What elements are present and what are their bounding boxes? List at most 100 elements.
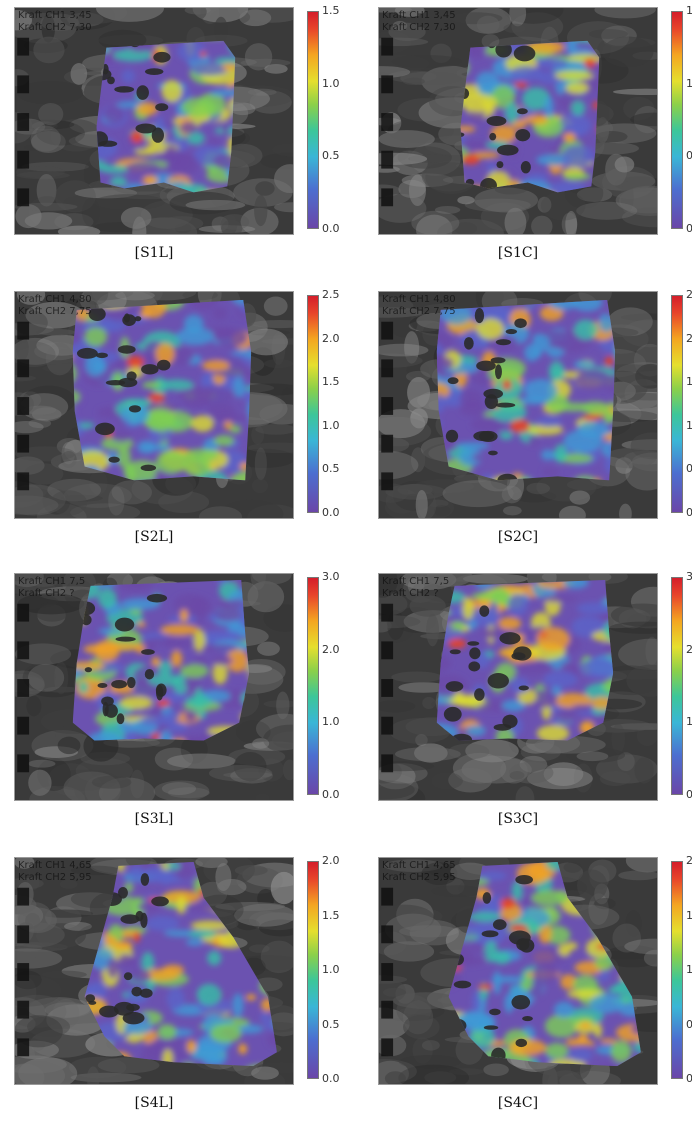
colorbar-tick-label: 1.0 — [686, 418, 692, 432]
strain-field — [72, 299, 252, 481]
colorbar-gradient — [671, 11, 683, 229]
force-readout-ch1: Kraft CH1 3,45 — [18, 10, 92, 21]
force-readout-ch1: Kraft CH1 4,65 — [18, 860, 92, 871]
colorbar-tick-label: 1.0 — [322, 963, 340, 976]
strain-map-svg — [15, 858, 293, 1084]
colorbar-tick-label: 0.0 — [322, 222, 340, 235]
strain-map-svg — [379, 8, 657, 234]
panel-caption: [S3C] — [497, 811, 539, 827]
force-readout-ch2: Kraft CH2 7,75 — [382, 306, 456, 317]
colorbar-tick-label: 2.0 — [686, 854, 692, 867]
force-readout-ch2: Kraft CH2 ? — [382, 588, 439, 599]
colorbar-tick-label: 0.5 — [322, 462, 340, 476]
panel-caption: [S2L] — [134, 529, 174, 545]
strain-field — [436, 579, 614, 741]
colorbar-tick-label: 3.0 — [322, 570, 340, 583]
panel-caption: [S4L] — [134, 1095, 174, 1111]
colorbar-tick-label: 0.5 — [686, 149, 692, 163]
colorbar-tick-label: 3.0 — [686, 570, 692, 583]
colorbar-tick-label: 2.5 — [686, 288, 692, 301]
panel-caption: [S4C] — [497, 1095, 539, 1111]
colorbar-gradient — [307, 861, 319, 1079]
colorbar-tick-label: 1.5 — [322, 375, 340, 389]
colorbar-tick-label: 2.0 — [686, 331, 692, 345]
force-readout-ch2: Kraft CH2 ? — [18, 588, 75, 599]
force-readout-ch1: Kraft CH1 3,45 — [382, 10, 456, 21]
panel-caption: [S1L] — [134, 245, 174, 261]
panel-caption: [S3L] — [134, 811, 174, 827]
colorbar-tick-label: 0.0 — [322, 1072, 340, 1085]
strain-map-svg — [379, 574, 657, 800]
colorbar-tick-label: 1.5 — [686, 4, 692, 17]
strain-map-image: Kraft CH1 4,65 Kraft CH2 5,95 — [378, 857, 658, 1085]
force-readout-ch2: Kraft CH2 7,30 — [18, 22, 92, 33]
colorbar-gradient — [307, 577, 319, 795]
strain-map-image: Kraft CH1 4,80 Kraft CH2 7,75 — [14, 291, 294, 519]
colorbar: 2.0 1.5 1.0 0.5 0.0 — [667, 854, 692, 1085]
colorbar-tick-label: 0.5 — [322, 1017, 340, 1031]
strain-map-svg — [379, 858, 657, 1084]
colorbar-tick-label: 1.5 — [322, 908, 340, 922]
force-readout-ch1: Kraft CH1 7,5 — [382, 576, 450, 587]
colorbar-tick-label: 2.0 — [322, 642, 340, 656]
colorbar-tick-label: 0.0 — [686, 506, 692, 519]
force-readout-ch1: Kraft CH1 7,5 — [18, 576, 86, 587]
strain-map-image: Kraft CH1 7,5 Kraft CH2 ? — [14, 573, 294, 801]
colorbar-tick-label: 1.0 — [686, 76, 692, 90]
colorbar-tick-label: 0.0 — [686, 1072, 692, 1085]
panel-s4l: Kraft CH1 4,65 Kraft CH2 5,95 2.0 1.5 1.0 0.5… — [14, 854, 340, 1125]
force-readout-ch1: Kraft CH1 4,65 — [382, 860, 456, 871]
strain-map-image: Kraft CH1 4,80 Kraft CH2 7,75 — [378, 291, 658, 519]
colorbar-gradient — [671, 577, 683, 795]
colorbar-tick-label: 1.5 — [686, 375, 692, 389]
colorbar-tick-label: 1.0 — [322, 418, 340, 432]
colorbar: 1.5 1.0 0.5 0.0 — [303, 4, 340, 235]
colorbar-tick-label: 0.5 — [686, 1017, 692, 1031]
colorbar-tick-label: 2.5 — [322, 288, 340, 301]
colorbar-tick-label: 0.0 — [686, 788, 692, 801]
panel-s2l: Kraft CH1 4,80 Kraft CH2 7,75 2.5 2.0 1.5 1.0… — [14, 288, 340, 559]
colorbar-tick-label: 1.0 — [686, 715, 692, 729]
force-readout-ch2: Kraft CH2 5,95 — [382, 872, 456, 883]
colorbar-tick-label: 2.0 — [322, 854, 340, 867]
strain-map-image: Kraft CH1 3,45 Kraft CH2 7,30 — [14, 7, 294, 235]
colorbar: 1.5 1.0 0.5 0.0 — [667, 4, 692, 235]
panel-caption: [S2C] — [497, 529, 539, 545]
strain-map-svg — [379, 292, 657, 518]
colorbar: 2.5 2.0 1.5 1.0 0.5 0.0 — [667, 288, 692, 519]
colorbar-gradient — [307, 11, 319, 229]
force-readout-ch1: Kraft CH1 4,80 — [18, 294, 92, 305]
colorbar-tick-label: 0.0 — [322, 506, 340, 519]
colorbar-tick-label: 0.5 — [686, 462, 692, 476]
force-readout-ch2: Kraft CH2 7,75 — [18, 306, 92, 317]
strain-field — [436, 299, 616, 481]
colorbar-tick-label: 1.5 — [322, 4, 340, 17]
force-readout-ch2: Kraft CH2 5,95 — [18, 872, 92, 883]
colorbar: 2.5 2.0 1.5 1.0 0.5 0.0 — [303, 288, 340, 519]
colorbar-tick-label: 2.0 — [686, 642, 692, 656]
colorbar-tick-label: 1.0 — [322, 76, 340, 90]
panel-s1l: Kraft CH1 3,45 Kraft CH2 7,30 1.5 1.0 0.5 0.0… — [14, 4, 340, 275]
panel-s3l: Kraft CH1 7,5 Kraft CH2 ? 3.0 2.0 1.0 0.0 [S3L… — [14, 570, 340, 841]
strain-map-image: Kraft CH1 7,5 Kraft CH2 ? — [378, 573, 658, 801]
colorbar-tick-label: 1.0 — [322, 715, 340, 729]
colorbar-tick-label: 0.0 — [322, 788, 340, 801]
strain-map-image: Kraft CH1 3,45 Kraft CH2 7,30 — [378, 7, 658, 235]
strain-map-svg — [15, 292, 293, 518]
colorbar-tick-label: 0.0 — [686, 222, 692, 235]
force-readout-ch2: Kraft CH2 7,30 — [382, 22, 456, 33]
colorbar-gradient — [307, 295, 319, 513]
strain-map-image: Kraft CH1 4,65 Kraft CH2 5,95 — [14, 857, 294, 1085]
colorbar: 3.0 2.0 1.0 0.0 — [303, 570, 340, 801]
colorbar: 3.0 2.0 1.0 0.0 — [667, 570, 692, 801]
colorbar: 2.0 1.5 1.0 0.5 0.0 — [303, 854, 340, 1085]
colorbar-tick-label: 1.0 — [686, 963, 692, 976]
colorbar-tick-label: 2.0 — [322, 331, 340, 345]
force-readout-ch1: Kraft CH1 4,80 — [382, 294, 456, 305]
colorbar-tick-label: 1.5 — [686, 908, 692, 922]
strain-map-svg — [15, 8, 293, 234]
colorbar-gradient — [671, 295, 683, 513]
